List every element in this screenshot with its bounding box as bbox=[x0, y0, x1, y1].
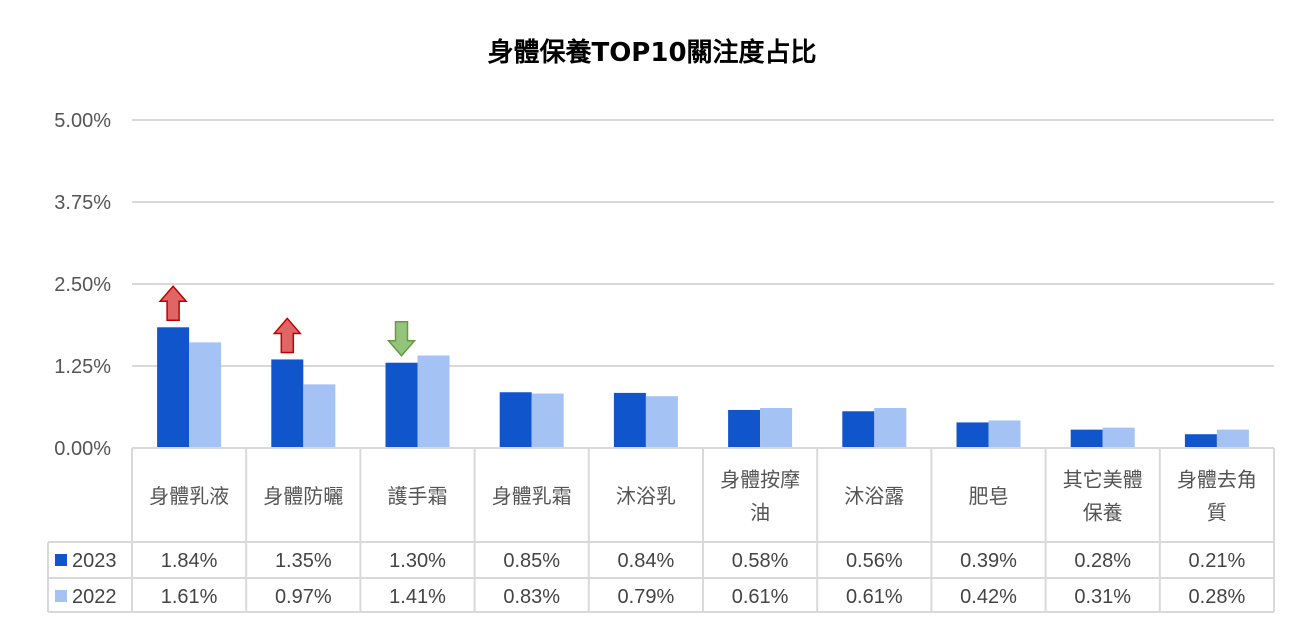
bar-2022-4 bbox=[645, 396, 678, 448]
bar-2023-6 bbox=[842, 411, 875, 448]
bar-2023-4 bbox=[613, 392, 646, 448]
bar-2022-1 bbox=[303, 384, 336, 448]
bar-2023-2 bbox=[385, 362, 418, 448]
category-label: 質 bbox=[1207, 501, 1227, 525]
y-tick-label: 0.00% bbox=[54, 438, 111, 460]
bar-2022-3 bbox=[531, 393, 564, 448]
category-label: 身體乳霜 bbox=[492, 484, 572, 508]
data-label-2022: 0.61% bbox=[846, 586, 903, 608]
data-label-2022: 0.31% bbox=[1074, 586, 1131, 608]
data-label-2023: 0.39% bbox=[960, 550, 1017, 572]
category-label: 沐浴露 bbox=[844, 484, 904, 508]
bar-2023-9 bbox=[1184, 434, 1217, 448]
data-label-2023: 1.35% bbox=[275, 550, 332, 572]
data-label-2022: 0.79% bbox=[618, 586, 675, 608]
arrow-up-icon bbox=[272, 317, 302, 354]
bar-2023-5 bbox=[728, 409, 761, 448]
bar-2023-8 bbox=[1070, 429, 1103, 448]
data-label-2022: 0.83% bbox=[503, 586, 560, 608]
category-label: 其它美體 bbox=[1063, 468, 1143, 492]
data-label-2023: 0.21% bbox=[1189, 550, 1246, 572]
arrow-up-icon bbox=[158, 285, 188, 322]
data-label-2023: 0.28% bbox=[1074, 550, 1131, 572]
bar-2023-0 bbox=[157, 327, 190, 448]
data-label-2022: 1.61% bbox=[161, 586, 218, 608]
category-label: 護手霜 bbox=[388, 484, 448, 508]
category-label: 身體按摩 bbox=[720, 468, 800, 492]
category-label: 身體防曬 bbox=[263, 484, 343, 508]
legend-label: 2023 bbox=[72, 550, 117, 572]
category-label: 保養 bbox=[1083, 501, 1123, 525]
legend-label: 2022 bbox=[72, 586, 117, 608]
category-label: 沐浴乳 bbox=[616, 484, 676, 508]
y-axis-ticks: 0.00% 1.25% 2.50% 3.75% 5.00% bbox=[54, 110, 111, 460]
bar-2023-3 bbox=[499, 392, 532, 448]
y-tick-label: 3.75% bbox=[54, 192, 111, 214]
legend-key-2023 bbox=[55, 554, 67, 566]
category-label: 身體去角 bbox=[1177, 468, 1257, 492]
data-label-2022: 0.28% bbox=[1189, 586, 1246, 608]
data-label-2022: 1.41% bbox=[389, 586, 446, 608]
data-label-2023: 1.30% bbox=[389, 550, 446, 572]
bar-2023-7 bbox=[956, 422, 989, 448]
category-label: 油 bbox=[750, 501, 770, 525]
data-label-2023: 0.56% bbox=[846, 550, 903, 572]
data-label-2023: 0.58% bbox=[732, 550, 789, 572]
y-tick-label: 2.50% bbox=[54, 274, 111, 296]
bar-2022-6 bbox=[874, 407, 907, 448]
arrow-down-icon bbox=[386, 320, 417, 357]
data-label-2023: 1.84% bbox=[161, 550, 218, 572]
bar-2022-2 bbox=[417, 355, 450, 448]
data-label-2023: 0.84% bbox=[618, 550, 675, 572]
category-label: 肥皂 bbox=[969, 484, 1009, 508]
legend-key-2022 bbox=[55, 590, 67, 602]
y-tick-label: 5.00% bbox=[54, 110, 111, 132]
y-tick-label: 1.25% bbox=[54, 356, 111, 378]
category-label: 身體乳液 bbox=[149, 484, 229, 508]
data-label-2022: 0.42% bbox=[960, 586, 1017, 608]
bar-2022-0 bbox=[189, 342, 222, 448]
bar-2022-5 bbox=[760, 407, 793, 448]
bars bbox=[157, 327, 1249, 448]
bar-2022-7 bbox=[988, 420, 1021, 448]
data-label-2022: 0.97% bbox=[275, 586, 332, 608]
data-label-2023: 0.85% bbox=[503, 550, 560, 572]
bar-2023-1 bbox=[271, 359, 304, 448]
bar-2022-8 bbox=[1102, 427, 1135, 448]
data-label-2022: 0.61% bbox=[732, 586, 789, 608]
bar-2022-9 bbox=[1216, 429, 1249, 448]
trend-arrows bbox=[158, 285, 417, 357]
chart-title: 身體保養TOP10關注度占比 bbox=[487, 37, 816, 68]
